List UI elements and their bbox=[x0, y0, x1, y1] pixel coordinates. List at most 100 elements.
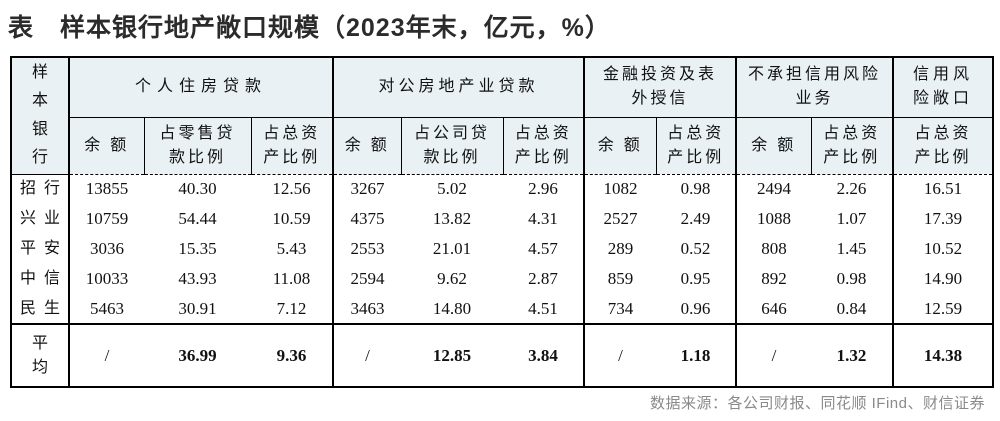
cell: 21.01 bbox=[432, 239, 472, 258]
cell: 12.59 bbox=[892, 294, 994, 324]
group-header-corporate-real-estate-loans: 对公房地产业贷款 bbox=[331, 57, 585, 118]
cell: 11.08 bbox=[272, 269, 311, 288]
data-source-note: 数据来源：各公司财报、同花顺 IFind、财信证券 bbox=[649, 395, 985, 412]
cell: 1.32 bbox=[811, 323, 894, 387]
cell: 54.44 bbox=[178, 209, 217, 228]
cell: 3036 bbox=[68, 234, 144, 264]
cell: 1.45 bbox=[836, 239, 867, 258]
cell: 2.26 bbox=[836, 179, 867, 199]
subheader-total-asset-ratio-1: 占总资 产比例 bbox=[250, 117, 333, 175]
table-title: 表 样本银行地产敞口规模（2023年末，亿元，%） bbox=[8, 14, 611, 42]
cell: 36.99 bbox=[144, 323, 251, 387]
cell: 0.96 bbox=[680, 298, 711, 318]
cell: 1082 bbox=[583, 174, 657, 204]
cell: 13855 bbox=[68, 174, 144, 204]
cell: 0.52 bbox=[680, 239, 711, 258]
cell: 2.87 bbox=[528, 269, 558, 288]
cell: / bbox=[332, 323, 401, 387]
header-group-row: 样 本 银 行 个人住房贷款 对公房地产业贷款 金融投资及表 外授信 不承担信用… bbox=[11, 57, 994, 175]
table-row-pab: 平安 3036 15.35 5.43 2553 21.01 4.57 289 0… bbox=[11, 234, 994, 264]
corner-header-sample-banks: 样 本 银 行 bbox=[11, 57, 70, 175]
cell: 2.49 bbox=[680, 209, 711, 228]
table-row-cmbc: 民生 5463 30.91 7.12 3463 14.80 4.51 734 0… bbox=[11, 294, 994, 324]
cell: 43.93 bbox=[178, 269, 217, 288]
cell: 2553 bbox=[332, 234, 401, 264]
row-label: 平 均 bbox=[11, 323, 69, 387]
cell: 0.95 bbox=[680, 269, 711, 288]
cell: 859 bbox=[583, 264, 657, 294]
row-label: 平安 bbox=[20, 240, 69, 257]
subheader-balance-1: 余 额 bbox=[68, 117, 144, 175]
cell: 3463 bbox=[332, 294, 401, 324]
cell: 3.84 bbox=[503, 323, 585, 387]
cell: 13.82 bbox=[432, 209, 472, 228]
group-header-personal-housing-loans: 个人住房贷款 bbox=[68, 57, 333, 118]
table-row-citic: 中信 10033 43.93 11.08 2594 9.62 2.87 859 … bbox=[11, 264, 994, 294]
cell: 5463 bbox=[68, 294, 144, 324]
group-header-non-credit-risk-business: 不承担信用风险 业务 bbox=[735, 57, 894, 118]
cell: 10759 bbox=[68, 204, 144, 234]
cell: 734 bbox=[583, 294, 657, 324]
cell: 14.80 bbox=[432, 298, 472, 318]
cell: / bbox=[68, 323, 144, 387]
cell: 17.39 bbox=[892, 204, 994, 234]
cell: 1088 bbox=[735, 204, 812, 234]
subheader-balance-2: 余 额 bbox=[332, 117, 401, 175]
cell: 646 bbox=[735, 294, 812, 324]
subheader-balance-3: 余 额 bbox=[583, 117, 657, 175]
cell: 4.57 bbox=[528, 239, 558, 258]
cell: 30.91 bbox=[178, 298, 217, 318]
cell: 4.51 bbox=[528, 298, 558, 318]
cell: 892 bbox=[735, 264, 812, 294]
cell: 40.30 bbox=[178, 179, 217, 199]
cell: 2.96 bbox=[528, 179, 558, 199]
cell: 1.18 bbox=[656, 323, 737, 387]
cell: 4.31 bbox=[528, 209, 558, 228]
cell: 7.12 bbox=[276, 298, 307, 318]
table-row-cmb: 招行 13855 40.30 12.56 3267 5.02 2.96 1082… bbox=[11, 174, 994, 204]
row-label: 招行 bbox=[20, 180, 69, 198]
table-row-average: 平 均 / 36.99 9.36 / 12.85 3.84 / 1.18 / 1… bbox=[11, 323, 994, 387]
cell: 10.59 bbox=[272, 209, 311, 228]
cell: 0.98 bbox=[680, 179, 711, 199]
table-row-cib: 兴业 10759 54.44 10.59 4375 13.82 4.31 252… bbox=[11, 204, 994, 234]
cell: 2594 bbox=[332, 264, 401, 294]
subheader-corporate-loan-ratio: 占公司贷 款比例 bbox=[400, 117, 503, 175]
cell: 9.36 bbox=[251, 323, 333, 387]
cell: 4375 bbox=[332, 204, 401, 234]
cell: 10.52 bbox=[892, 234, 994, 264]
cell: 5.02 bbox=[437, 179, 467, 199]
group-header-financial-investment-offbalance: 金融投资及表 外授信 bbox=[583, 57, 737, 118]
cell: 15.35 bbox=[178, 239, 217, 258]
cell: / bbox=[735, 323, 812, 387]
cell: 0.84 bbox=[836, 298, 867, 318]
header-sub-row: 余 额 占零售贷 款比例 占总资 产比例 余 额 占公司贷 款比例 占总资 产比… bbox=[11, 117, 994, 175]
group-header-credit-risk-exposure: 信用风 险敞口 bbox=[892, 57, 994, 118]
subheader-balance-4: 余 额 bbox=[735, 117, 812, 175]
subheader-total-asset-ratio-4: 占总资 产比例 bbox=[810, 117, 894, 175]
cell: / bbox=[583, 323, 657, 387]
cell: 0.98 bbox=[836, 269, 867, 288]
cell: 12.56 bbox=[272, 179, 311, 199]
row-label: 民生 bbox=[20, 299, 69, 317]
row-label: 兴业 bbox=[20, 210, 69, 227]
subheader-retail-loan-ratio: 占零售贷 款比例 bbox=[143, 117, 251, 175]
cell: 2527 bbox=[583, 204, 657, 234]
cell: 5.43 bbox=[276, 239, 307, 258]
cell: 1.07 bbox=[836, 209, 867, 228]
cell: 3267 bbox=[332, 174, 401, 204]
cell: 10033 bbox=[68, 264, 144, 294]
cell: 289 bbox=[583, 234, 657, 264]
cell: 9.62 bbox=[437, 269, 467, 288]
cell: 12.85 bbox=[401, 323, 503, 387]
row-label: 中信 bbox=[20, 270, 69, 287]
cell: 14.90 bbox=[892, 264, 994, 294]
cell: 16.51 bbox=[892, 174, 994, 204]
cell: 14.38 bbox=[892, 323, 994, 387]
cell: 2494 bbox=[735, 174, 812, 204]
subheader-total-asset-ratio-3: 占总资 产比例 bbox=[655, 117, 737, 175]
cell: 808 bbox=[735, 234, 812, 264]
subheader-total-asset-ratio-5: 占总资 产比例 bbox=[892, 117, 994, 175]
subheader-total-asset-ratio-2: 占总资 产比例 bbox=[502, 117, 585, 175]
